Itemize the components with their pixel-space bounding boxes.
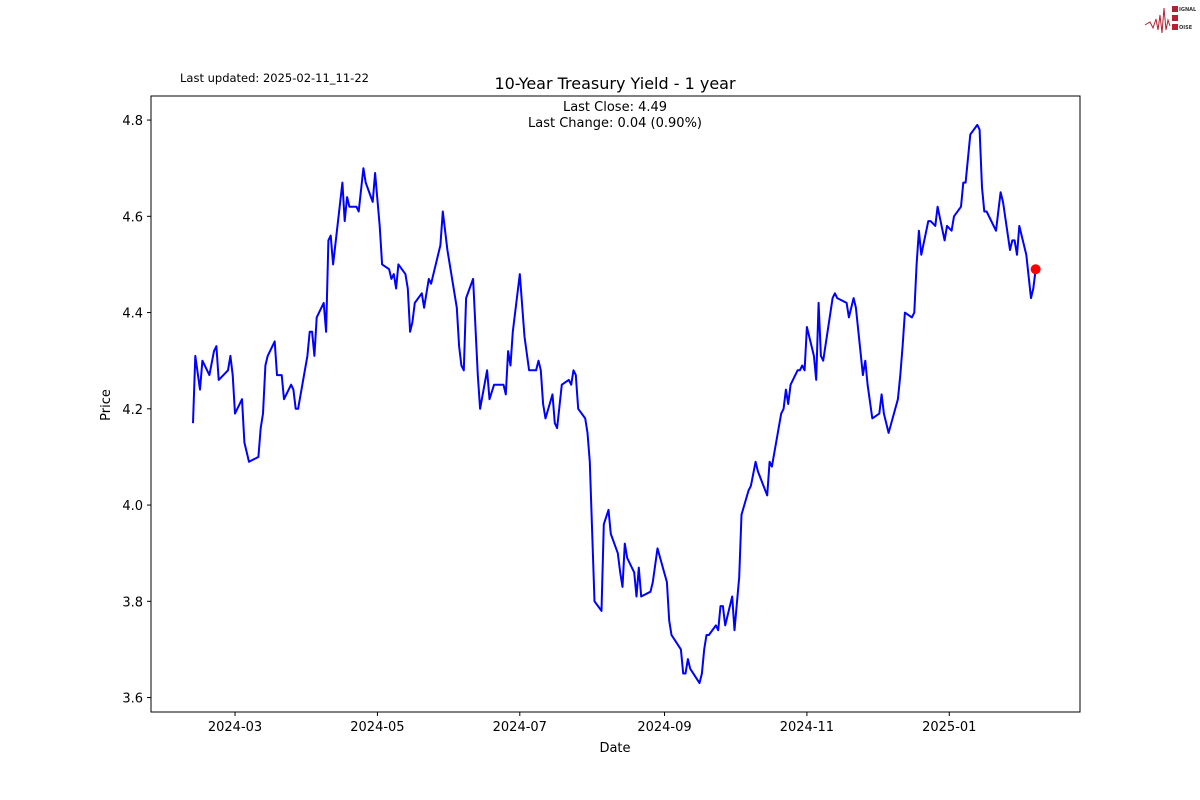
x-tick-label: 2024-07 (493, 720, 547, 735)
x-tick-label: 2024-09 (637, 720, 691, 735)
y-axis-label: Price (99, 389, 114, 421)
svg-text:OISE: OISE (1179, 25, 1193, 31)
annotation-last-change: Last Change: 0.04 (0.90%) (528, 116, 702, 131)
x-tick-label: 2024-05 (350, 720, 404, 735)
x-tick-label: 2024-03 (208, 720, 262, 735)
logo: IGNAL OISE (1144, 6, 1197, 34)
svg-text:IGNAL: IGNAL (1179, 7, 1197, 13)
x-axis-label: Date (599, 741, 630, 756)
y-tick-label: 3.6 (122, 692, 143, 707)
annotation-last-close: Last Close: 4.49 (563, 100, 667, 115)
chart-title: 10-Year Treasury Yield - 1 year (494, 74, 736, 93)
x-tick-label: 2025-01 (922, 720, 976, 735)
y-tick-label: 4.4 (122, 307, 143, 322)
series-line (192, 123, 1037, 685)
plot-area (150, 95, 1081, 713)
y-tick-label: 4.6 (122, 210, 143, 225)
x-tick-label: 2024-11 (780, 720, 834, 735)
y-tick-label: 4.0 (122, 499, 143, 514)
last-point-marker (1030, 264, 1041, 275)
last-updated: Last updated: 2025-02-11_11-22 (180, 71, 369, 85)
y-tick-label: 4.2 (122, 403, 143, 418)
y-tick-label: 4.8 (122, 114, 143, 129)
y-tick-label: 3.8 (122, 595, 143, 610)
